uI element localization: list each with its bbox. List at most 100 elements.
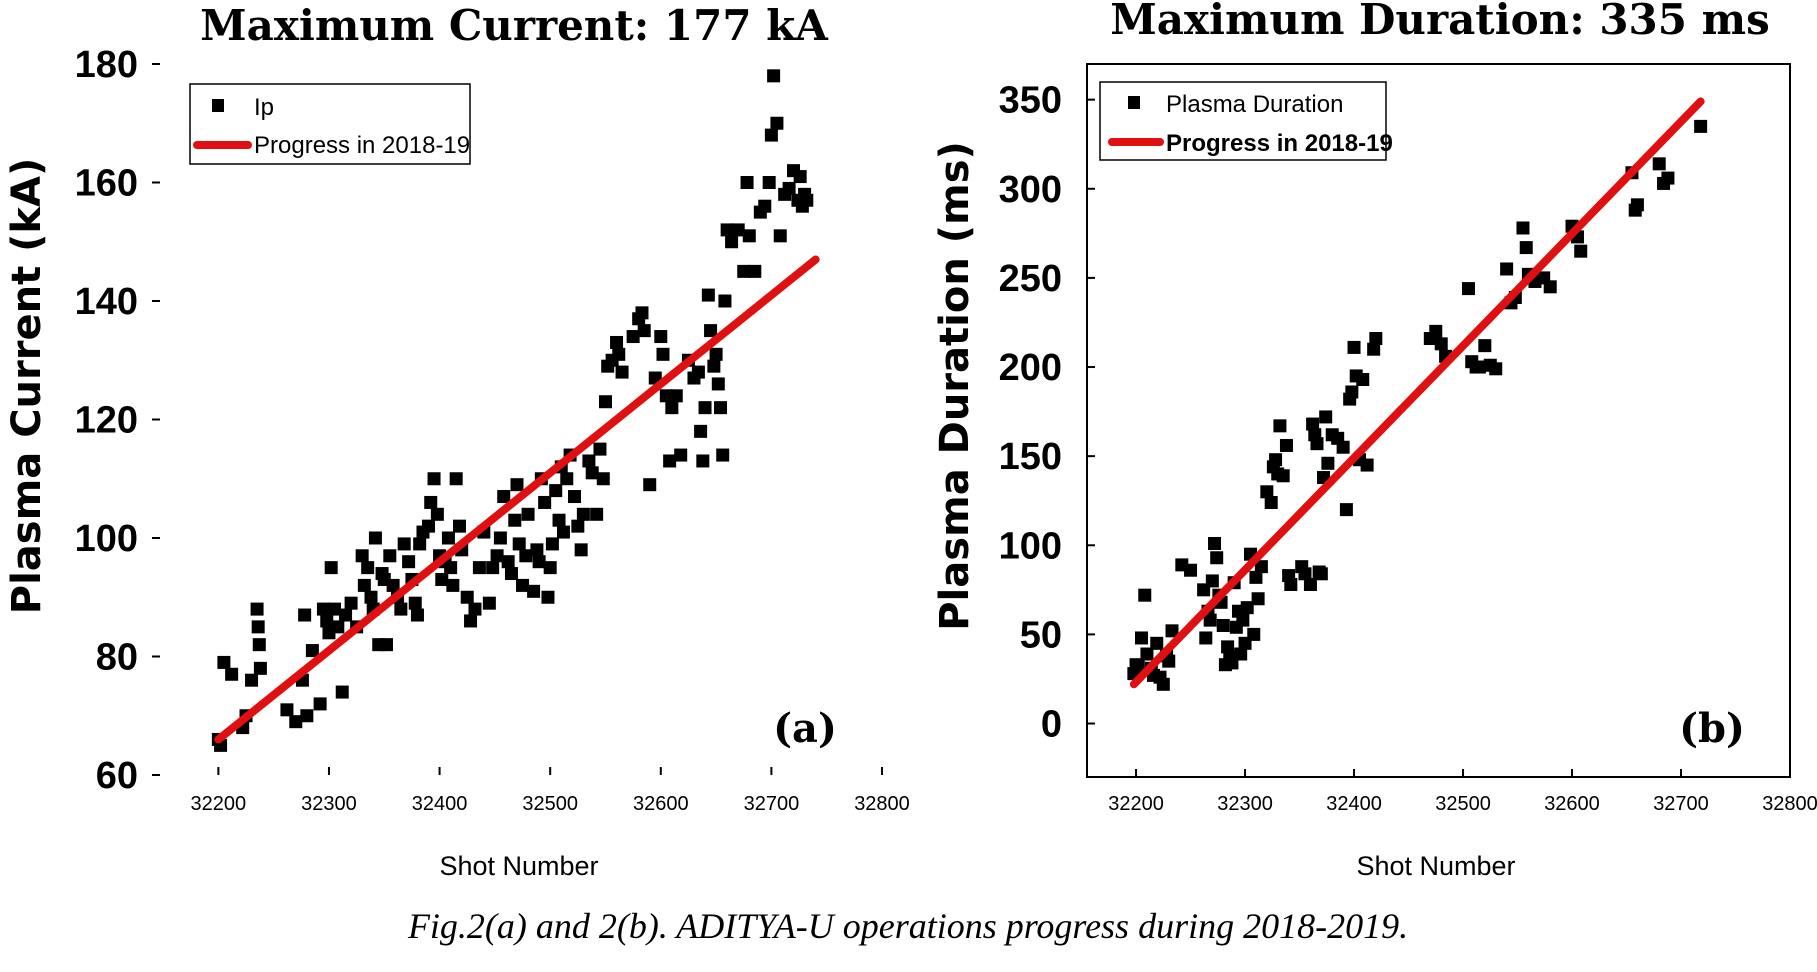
chart-b-y-tick-label: 50 (1020, 614, 1062, 656)
figure-caption: Fig.2(a) and 2(b). ADITYA-U operations p… (407, 906, 1408, 946)
chart-b-data-point (1347, 340, 1361, 354)
chart-b-data-point (1251, 592, 1265, 606)
chart-b-y-tick-label: 200 (999, 347, 1062, 389)
chart-a-data-point (696, 454, 710, 468)
chart-a-data-point (316, 602, 330, 616)
chart-panel-a: Maximum Current: 177 kA Plasma Current (… (4, 1, 910, 881)
chart-a-title: Maximum Current: 177 kA (200, 1, 829, 50)
chart-b-data-point (1150, 636, 1164, 650)
chart-a-data-point (422, 519, 436, 533)
chart-a-data-point (504, 567, 518, 581)
chart-b-data-point (1630, 198, 1644, 212)
chart-b-data-point (1240, 601, 1254, 615)
chart-b-data-point (1247, 627, 1261, 641)
chart-a-x-axis-label: Shot Number (439, 851, 598, 881)
chart-b-data-point (1208, 536, 1222, 550)
chart-a-data-point (718, 294, 732, 308)
chart-a-data-point (519, 549, 533, 563)
chart-b-data-point (1429, 324, 1443, 338)
chart-b-data-point (1356, 373, 1370, 387)
chart-a-data-point (762, 176, 776, 189)
chart-a-data-point (714, 401, 728, 415)
chart-b-data-point (1298, 567, 1312, 581)
chart-b-legend-scatter-label: Plasma Duration (1166, 91, 1343, 118)
chart-a-x-tick-label: 32400 (412, 793, 468, 815)
chart-b-panel-label: (b) (1679, 705, 1745, 752)
chart-a-data-point (512, 537, 526, 551)
chart-b-x-tick-label: 32500 (1435, 793, 1491, 815)
chart-b-data-point (1345, 385, 1359, 399)
chart-b-frame (1086, 63, 1791, 778)
chart-a-data-point (610, 335, 624, 349)
chart-b-y-tick-label: 100 (999, 525, 1062, 567)
chart-b-data-point (1303, 577, 1317, 591)
chart-b-trend-line (1129, 97, 1705, 689)
chart-a-data-point (635, 306, 649, 320)
chart-a-data-point (582, 454, 596, 468)
chart-a-data-point (656, 347, 670, 361)
chart-a-data-point (394, 602, 408, 616)
chart-a-data-point (709, 347, 723, 361)
chart-b-data-point (1162, 654, 1176, 668)
chart-a-data-point (444, 561, 458, 575)
chart-a-data-point (737, 264, 751, 278)
chart-b-data-point (1339, 503, 1353, 517)
chart-a-data-point (576, 507, 590, 521)
chart-a-data-point (493, 531, 507, 545)
chart-a-data-point (402, 555, 416, 569)
chart-a-data-point (556, 525, 570, 539)
chart-b-data-point (1199, 631, 1213, 645)
chart-b-data-point (1134, 631, 1148, 645)
chart-a-data-point (665, 401, 679, 415)
chart-b-data-point (1367, 342, 1381, 356)
chart-a-data-point (446, 578, 460, 592)
chart-a-data-point (397, 537, 411, 551)
chart-b-data-point (1434, 337, 1448, 351)
chart-a-data-point (280, 703, 294, 717)
chart-b-data-point (1210, 551, 1224, 565)
chart-a-data-point (720, 223, 734, 237)
chart-b-y-axis-label: Plasma Duration (ms) (932, 141, 978, 631)
chart-a-data-point (510, 478, 524, 492)
chart-a-data-point (253, 661, 267, 675)
chart-a-x-tick-label: 32700 (744, 793, 800, 815)
chart-b-x-tick-label: 32700 (1653, 793, 1709, 815)
chart-a-data-point (530, 543, 544, 557)
chart-a-data-point (452, 519, 466, 533)
chart-a-data-point (596, 472, 610, 486)
chart-a-data-point (782, 181, 796, 195)
chart-a-data-point (379, 638, 393, 652)
chart-b-data-point (1284, 577, 1298, 591)
chart-a-data-point (698, 401, 712, 415)
chart-a-data-point (654, 330, 668, 344)
chart-a-data-point (368, 531, 382, 545)
chart-a-data-point (324, 561, 338, 575)
chart-b-y-tick-label: 150 (999, 436, 1062, 478)
chart-b-data-point (1138, 588, 1152, 602)
chart-b-data-point (1203, 613, 1217, 627)
chart-a-data-point (731, 223, 745, 237)
chart-a-x-tick-label: 32500 (522, 793, 578, 815)
chart-b-y-ticks: 0 50 100 150 200 250 300 350 (999, 80, 1095, 746)
chart-b-data-point (1165, 624, 1179, 638)
chart-b-data-point (1319, 410, 1333, 424)
chart-b-data-point (1500, 262, 1514, 276)
chart-b-data-point (1249, 570, 1263, 584)
chart-b-data-point (1269, 453, 1283, 467)
chart-a-data-point (716, 448, 730, 462)
chart-b-legend-box (1099, 81, 1387, 161)
chart-a-y-tick-label: 180 (75, 44, 138, 86)
chart-b-data-point (1489, 362, 1503, 376)
chart-b-data-point (1205, 574, 1219, 588)
chart-b-data-point (1156, 677, 1170, 691)
chart-b-data-point (1661, 171, 1675, 185)
chart-b-data-point (1360, 458, 1374, 472)
chart-a-data-point (545, 537, 559, 551)
chart-b-data-point (1276, 469, 1290, 483)
chart-a-data-point (590, 507, 604, 521)
chart-a-y-tick-label: 60 (96, 755, 138, 797)
chart-b-data-point (1652, 157, 1666, 171)
chart-panel-b: Maximum Duration: 335 ms Plasma Duration… (932, 0, 1817, 881)
chart-b-data-point (1314, 567, 1328, 581)
